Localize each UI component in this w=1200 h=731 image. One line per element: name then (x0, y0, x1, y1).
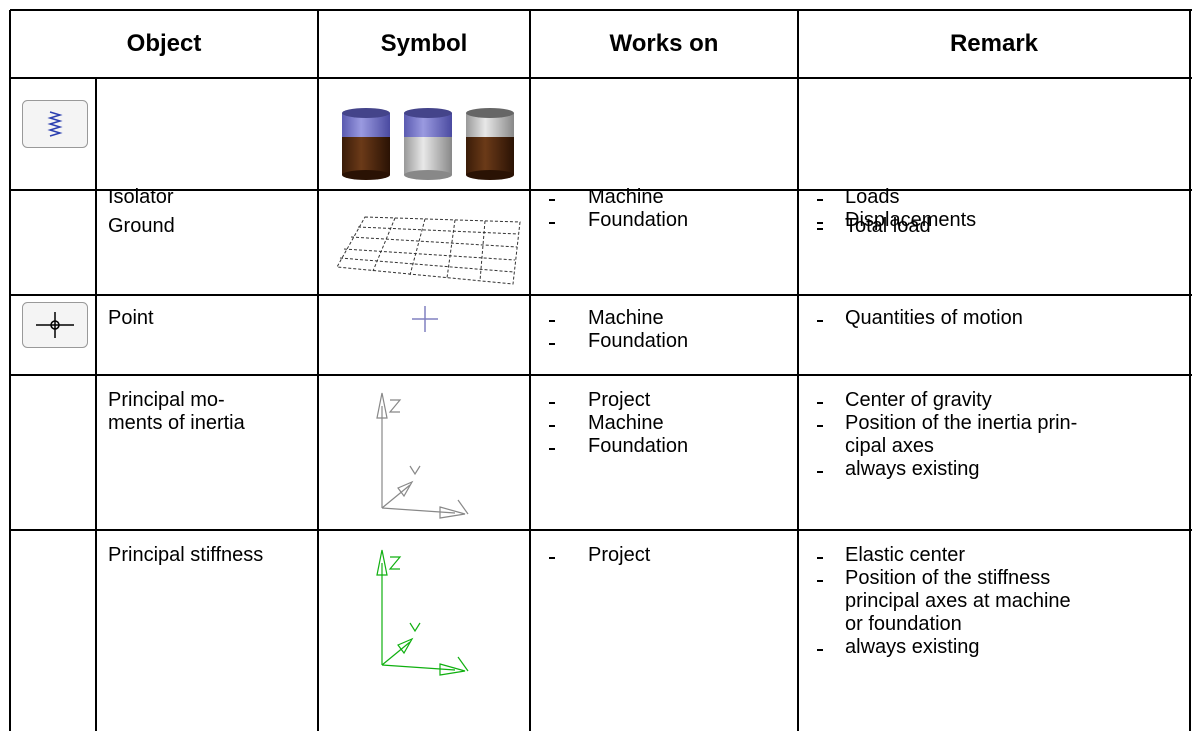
list-dash (817, 320, 823, 322)
works-on-item: Machine (588, 186, 664, 208)
point-symbol (412, 306, 438, 332)
remark-item: Quantities of motion (845, 307, 1023, 329)
table-rule (797, 10, 799, 731)
list-dash (549, 320, 555, 322)
column-header: Remark (949, 30, 1039, 57)
column-header: Symbol (380, 30, 468, 57)
table-rule (10, 77, 1192, 79)
table-rule (10, 374, 1192, 376)
table-rule (95, 78, 97, 731)
list-dash (817, 425, 823, 427)
table-rule (317, 10, 319, 731)
remark-item: always existing (845, 458, 980, 480)
list-dash (817, 199, 823, 201)
object-name: Point (108, 307, 154, 329)
list-dash (549, 199, 555, 201)
table-rule (10, 529, 1192, 531)
table-rule (9, 10, 11, 731)
object-name: Ground (108, 215, 175, 237)
works-on-item: Machine (588, 412, 664, 434)
remark-item: Elastic center (845, 544, 966, 566)
table-rule (529, 10, 531, 731)
remark-item: Total load (845, 215, 931, 237)
ground-symbol (336, 216, 521, 285)
works-on-item: Foundation (588, 435, 689, 457)
list-dash (817, 222, 823, 224)
works-on-item: Machine (588, 307, 664, 329)
works-on-item: Project (588, 544, 651, 566)
table-rule (10, 294, 1192, 296)
remark-item: Position of the stiffness (845, 567, 1051, 589)
list-dash (817, 557, 823, 559)
isolator-button[interactable] (22, 100, 88, 148)
list-dash (817, 580, 823, 582)
remark-item: Loads (845, 186, 900, 208)
column-header: Works on (609, 30, 719, 57)
object-name: ments of inertia (108, 412, 245, 434)
stiffness-axes-symbol (376, 549, 469, 676)
list-dash (817, 471, 823, 473)
works-on-item: Project (588, 389, 651, 411)
works-on-item: Foundation (588, 330, 689, 352)
inertia-axes-symbol (376, 392, 469, 519)
remark-item: cipal axes (845, 435, 934, 457)
remark-item: principal axes at machine (845, 590, 1071, 612)
remark-item: Position of the inertia prin- (845, 412, 1078, 434)
list-dash (549, 402, 555, 404)
table-rule (10, 189, 1192, 191)
list-dash (817, 402, 823, 404)
column-header: Object (126, 30, 202, 57)
remark-item: or foundation (845, 613, 962, 635)
list-dash (549, 222, 555, 224)
object-name: Isolator (108, 186, 174, 208)
remark-item: always existing (845, 636, 980, 658)
list-dash (549, 557, 555, 559)
works-on-item: Foundation (588, 209, 689, 231)
table-rule (10, 9, 1192, 11)
object-name: Principal mo- (108, 389, 225, 411)
remark-item: Displacements (845, 209, 977, 231)
list-dash (549, 425, 555, 427)
list-dash (549, 343, 555, 345)
remark-item: Center of gravity (845, 389, 992, 411)
list-dash (817, 228, 823, 230)
isolator-symbol (342, 108, 514, 180)
point-button[interactable] (22, 302, 88, 348)
list-dash (549, 448, 555, 450)
object-name: Principal stiffness (108, 544, 264, 566)
list-dash (817, 649, 823, 651)
table-rule (1189, 10, 1191, 731)
